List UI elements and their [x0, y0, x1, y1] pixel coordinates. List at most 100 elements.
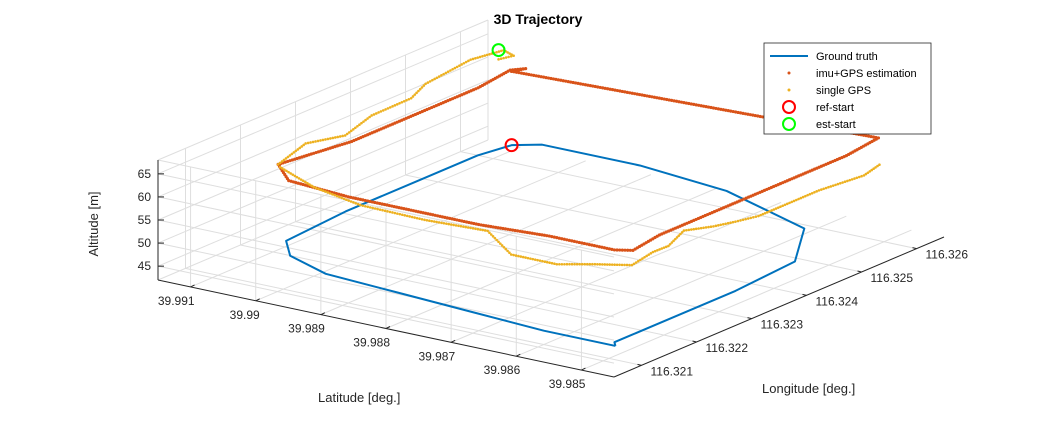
- data-point: [477, 222, 481, 227]
- y-tick-mark: [385, 326, 391, 329]
- data-point: [495, 50, 498, 54]
- data-point: [672, 239, 675, 243]
- data-point: [864, 172, 868, 176]
- data-point: [385, 203, 389, 207]
- data-point: [462, 219, 466, 224]
- data-point: [398, 212, 402, 216]
- data-point: [508, 52, 511, 55]
- grid-line-back-z: [157, 56, 489, 198]
- data-point: [413, 93, 417, 96]
- data-point: [559, 78, 563, 82]
- data-point: [512, 70, 516, 74]
- data-point: [295, 175, 299, 179]
- data-point: [387, 203, 391, 208]
- data-point: [521, 255, 525, 259]
- data-point: [464, 60, 468, 64]
- data-point: [276, 163, 280, 166]
- axes-box: [157, 160, 945, 378]
- data-point: [606, 87, 610, 91]
- data-point: [746, 217, 750, 220]
- data-point: [371, 206, 375, 210]
- data-point: [402, 207, 406, 211]
- data-point: [726, 221, 730, 225]
- legend-label: single GPS: [816, 85, 871, 97]
- data-point: [481, 54, 484, 58]
- data-point: [862, 133, 866, 137]
- data-point: [530, 231, 534, 235]
- data-point: [431, 78, 434, 82]
- data-point: [538, 259, 542, 262]
- legend-label: Ground truth: [816, 51, 878, 63]
- data-point: [670, 98, 674, 102]
- data-point: [386, 107, 390, 110]
- data-point: [403, 214, 407, 217]
- data-point: [450, 217, 454, 221]
- data-point: [312, 185, 316, 189]
- data-point: [506, 51, 509, 54]
- data-point: [349, 129, 353, 133]
- data-point: [533, 232, 537, 236]
- data-point: [527, 72, 531, 77]
- data-point: [391, 211, 394, 214]
- data-point: [702, 226, 705, 230]
- data-point: [343, 134, 347, 137]
- data-point: [841, 181, 844, 184]
- data-point: [638, 92, 642, 97]
- data-point: [349, 200, 353, 203]
- data-point: [748, 113, 753, 117]
- data-point: [501, 226, 505, 231]
- data-point: [719, 223, 723, 227]
- data-point: [535, 232, 539, 236]
- data-point: [670, 241, 674, 244]
- data-point: [563, 262, 566, 266]
- legend-swatch: [782, 117, 796, 131]
- data-point: [595, 244, 599, 248]
- data-point: [455, 218, 459, 222]
- data-point: [464, 220, 469, 224]
- data-point: [491, 225, 495, 229]
- z-tick-label: 65: [138, 167, 152, 181]
- data-point: [316, 139, 320, 143]
- data-point: [347, 131, 351, 134]
- data-point: [288, 154, 292, 157]
- data-point: [347, 199, 351, 202]
- data-point: [489, 233, 493, 236]
- data-point: [815, 190, 818, 193]
- data-point: [452, 223, 455, 227]
- data-point: [677, 100, 681, 104]
- data-point: [333, 193, 337, 197]
- data-point: [577, 240, 581, 245]
- data-point: [620, 89, 624, 94]
- data-point: [623, 263, 626, 267]
- data-point: [509, 253, 513, 256]
- data-point: [551, 77, 556, 81]
- data-point: [504, 247, 508, 251]
- data-point: [486, 229, 489, 233]
- data-point: [575, 240, 579, 244]
- y-axis-label: Latitude [deg.]: [318, 390, 400, 405]
- data-point: [541, 259, 544, 263]
- data-point: [459, 224, 463, 228]
- grid-line-floor-y: [450, 201, 782, 343]
- data-point: [537, 74, 541, 78]
- left-top-edge: [157, 159, 615, 258]
- data-point: [523, 230, 527, 234]
- data-point: [562, 237, 566, 241]
- data-point: [608, 263, 612, 266]
- data-point: [524, 67, 528, 71]
- data-point: [706, 105, 711, 109]
- data-point: [308, 183, 311, 186]
- data-point: [479, 223, 483, 227]
- legend-entry-single-gps: single GPS: [787, 85, 871, 97]
- data-point: [613, 263, 616, 266]
- data-point: [310, 184, 313, 188]
- data-point: [283, 168, 286, 171]
- data-point: [822, 187, 825, 191]
- data-point: [500, 244, 504, 247]
- legend-entry-imu-gps-estimation: imu+GPS estimation: [787, 68, 917, 80]
- data-point: [504, 56, 508, 59]
- data-point: [356, 202, 360, 206]
- data-point: [342, 197, 346, 201]
- data-point: [410, 215, 414, 219]
- data-point: [555, 262, 559, 266]
